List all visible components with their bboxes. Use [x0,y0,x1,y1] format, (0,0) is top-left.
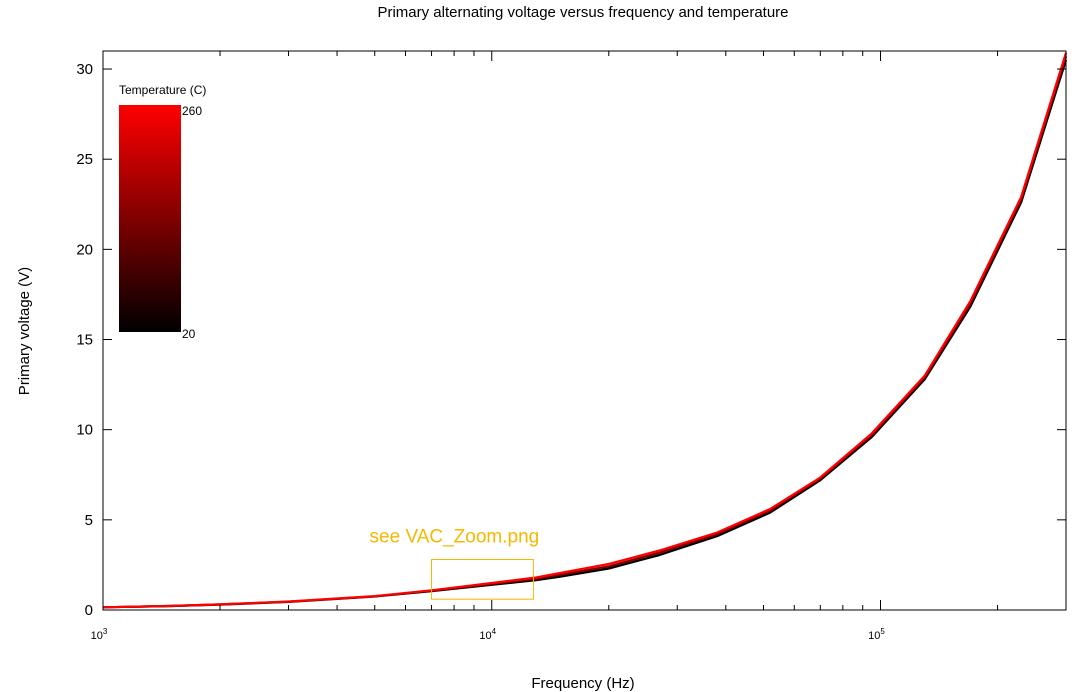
x-tick-label: 103 [91,627,108,642]
series-line-20c [102,59,1068,609]
series-layer [102,52,1068,609]
y-tick-label: 30 [76,61,93,78]
series-line-260c [102,52,1068,609]
zoom-annotation-text: see VAC_Zoom.png [370,527,540,548]
y-tick-label: 10 [76,422,93,439]
y-tick-label: 5 [85,512,93,529]
y-axis: 0 5 10 15 20 25 30 [76,61,1066,619]
x-axis-label: Frequency (Hz) [531,675,634,692]
plot-frame [102,50,1067,611]
x-tick-label: 104 [479,627,496,642]
zoom-annotation-box [431,559,534,600]
y-tick-label: 20 [76,241,93,258]
y-tick-label: 25 [76,151,93,168]
chart-title: Primary alternating voltage versus frequ… [377,4,788,21]
x-axis: 103 104 105 [91,51,1067,642]
colorbar-min-label: 20 [182,327,196,341]
colorbar-gradient [119,105,181,332]
colorbar: Temperature (C) 260 20 [119,83,206,341]
colorbar-max-label: 260 [182,104,202,118]
series-line-140c [102,56,1068,609]
colorbar-title: Temperature (C) [119,83,206,97]
zoom-annotation: see VAC_Zoom.png [370,527,540,600]
x-tick-label: 105 [868,627,885,642]
y-tick-label: 15 [76,332,93,349]
y-axis-label: Primary voltage (V) [16,267,33,395]
y-tick-label: 0 [85,602,93,619]
